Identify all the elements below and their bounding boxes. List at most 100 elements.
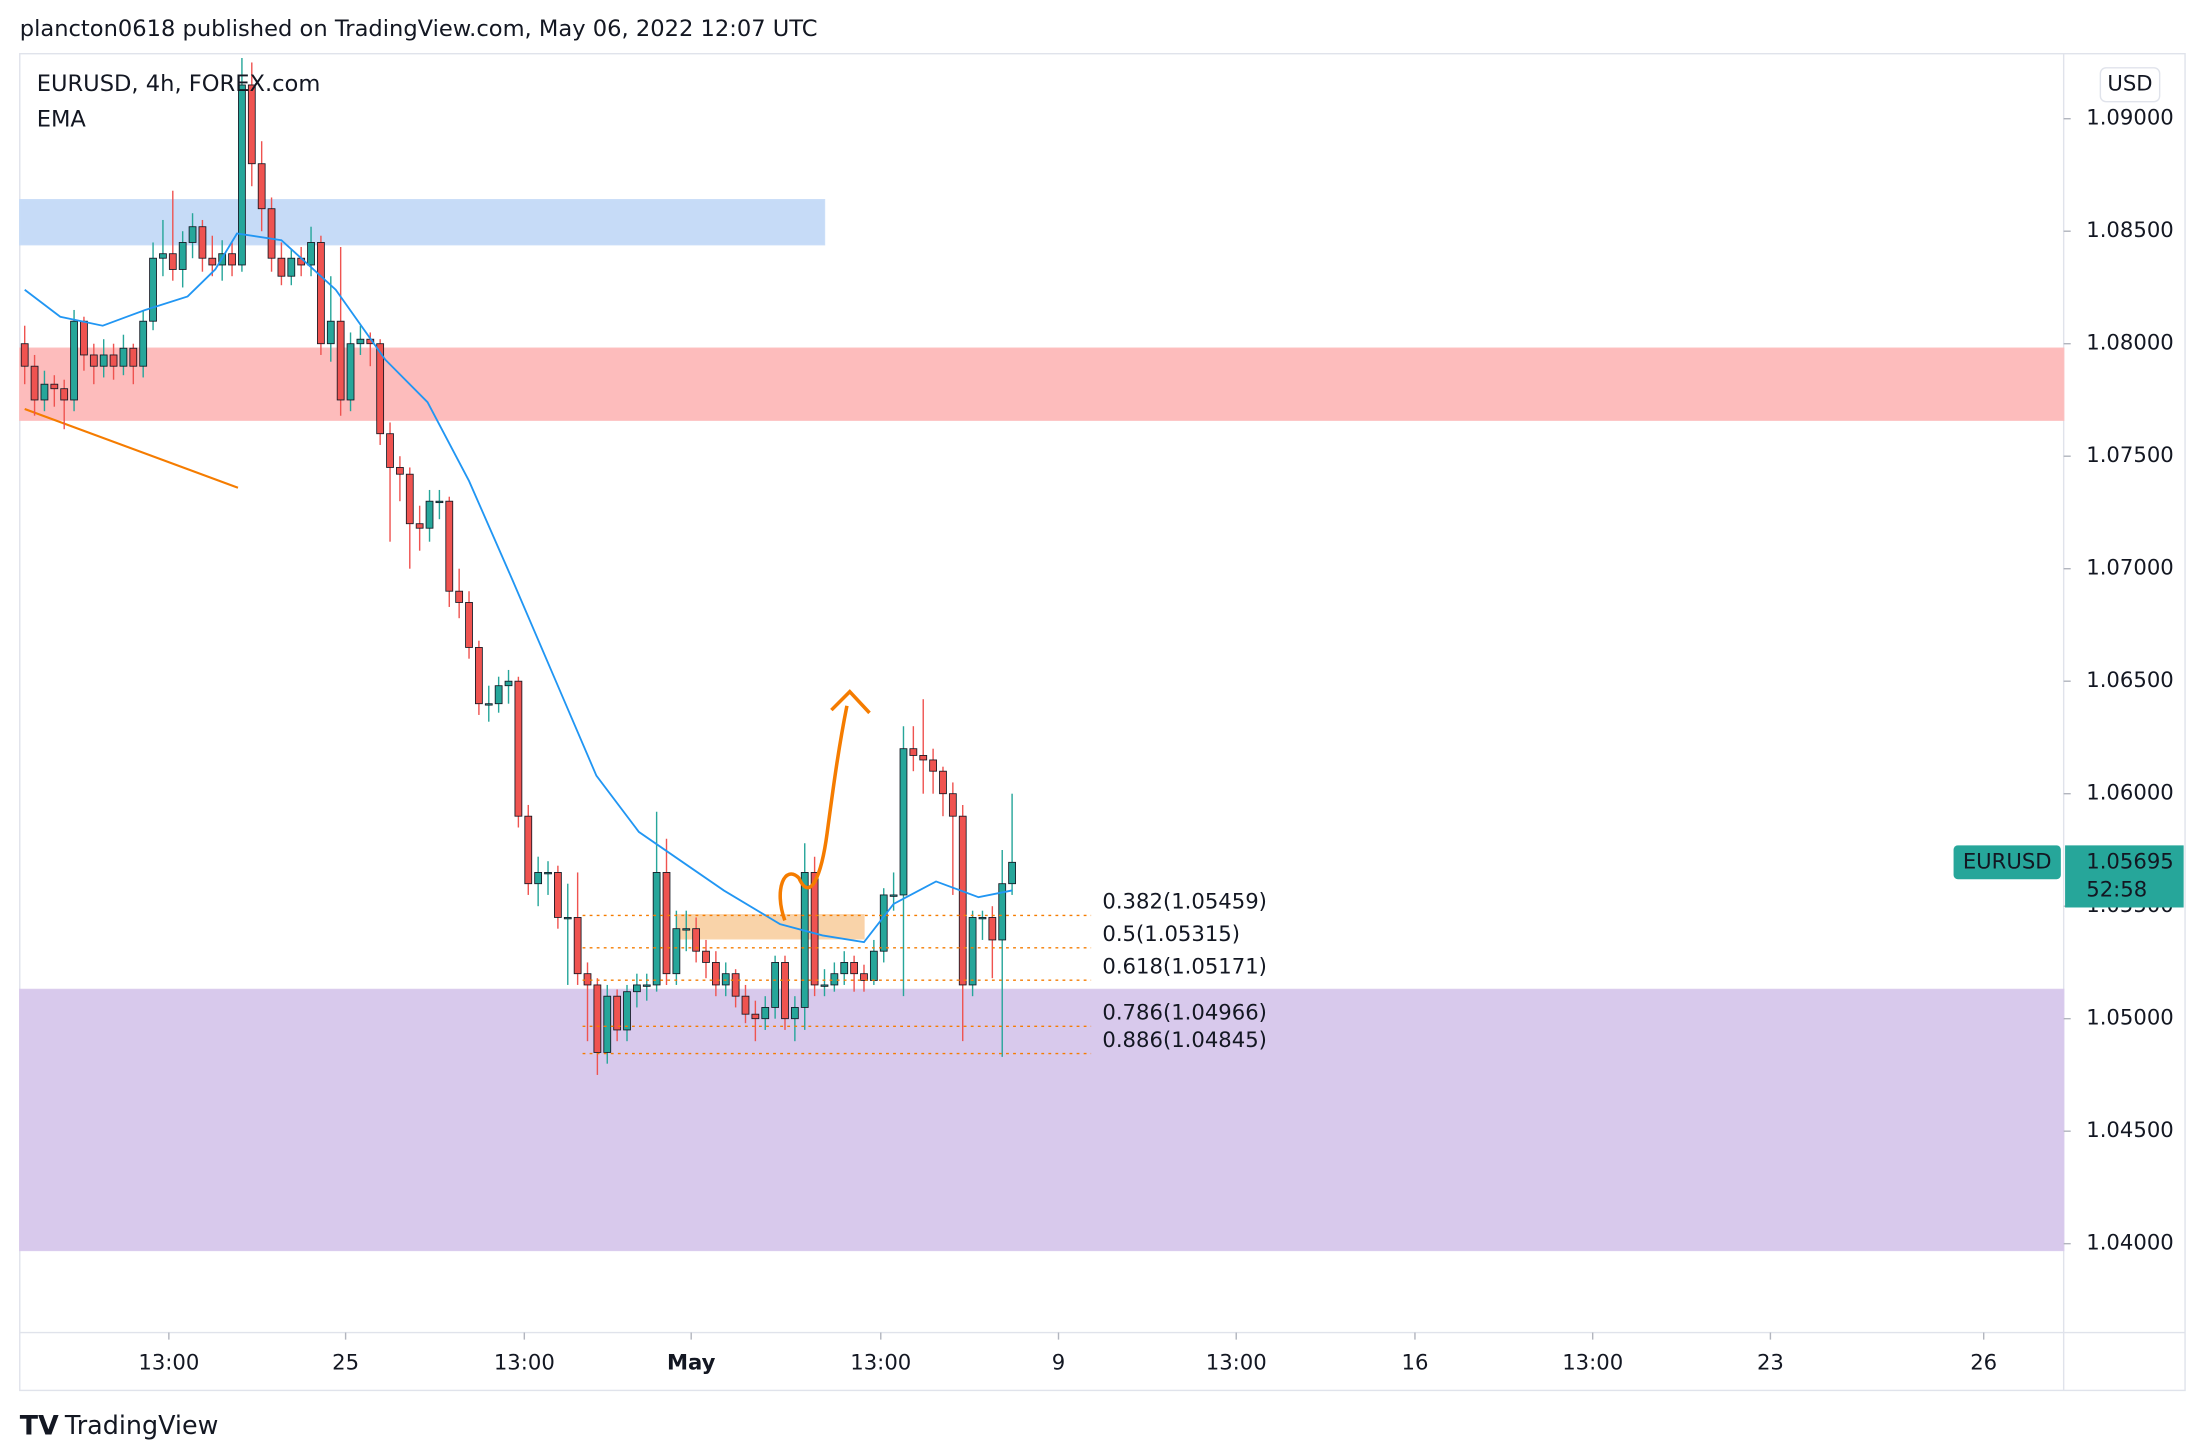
candle-body <box>396 467 404 475</box>
candle-body <box>790 1007 799 1020</box>
candle-body <box>50 383 59 390</box>
candle-body <box>869 950 878 981</box>
candle-body <box>810 872 819 986</box>
candle-body <box>326 320 335 345</box>
currency-box[interactable] <box>2099 67 2161 103</box>
candle-body <box>662 872 671 975</box>
y-tick-label: 1.06500 <box>2086 667 2174 692</box>
last-price-name: EURUSD <box>1963 848 2052 873</box>
candle-body <box>60 388 69 401</box>
candle-body <box>682 928 691 931</box>
candle-body <box>178 242 187 270</box>
candle-body <box>267 208 276 259</box>
candle-body <box>613 995 622 1031</box>
x-tick-label: 13:00 <box>850 1350 911 1375</box>
y-tick-label: 1.04000 <box>2086 1230 2174 1255</box>
candle-body <box>109 354 118 367</box>
fib-label: 0.786(1.04966) <box>1102 1000 1267 1025</box>
candle-body <box>386 433 394 468</box>
candle-body <box>188 226 197 243</box>
candle-body <box>830 973 839 986</box>
x-tick-label: 13:00 <box>1206 1350 1267 1375</box>
candle-body <box>968 917 977 986</box>
candle-body <box>850 962 858 975</box>
arrow-head <box>830 689 871 715</box>
fib-label: 0.886(1.04845) <box>1102 1027 1267 1052</box>
candle-body <box>899 748 908 896</box>
candle-body <box>149 257 157 322</box>
currency: USD <box>2107 71 2152 96</box>
candle-body <box>159 253 167 259</box>
candle-body <box>939 770 947 795</box>
candle-body <box>415 523 424 529</box>
last-price-box <box>2065 845 2184 908</box>
candle-body <box>702 950 710 963</box>
candle-body <box>929 759 937 772</box>
candle-body <box>336 320 345 401</box>
candle-body <box>346 343 355 401</box>
candle-body <box>593 984 602 1053</box>
candle-body <box>277 257 286 277</box>
candle-body <box>948 793 957 817</box>
candle-body <box>257 163 266 210</box>
trendline <box>24 407 239 489</box>
zone <box>19 988 2065 1252</box>
candle-body <box>998 883 1007 941</box>
candle-body <box>287 257 296 277</box>
candle-body <box>139 320 148 367</box>
zone <box>19 347 2065 421</box>
symbol: EURUSD, 4h, FOREX.com <box>37 71 321 97</box>
x-tick-label: 16 <box>1401 1350 1428 1375</box>
candle-body <box>475 647 483 705</box>
candle-body <box>820 984 829 987</box>
candle-body <box>741 995 750 1015</box>
candle-body <box>731 973 740 997</box>
candle-body <box>761 1007 770 1020</box>
frame <box>19 52 2186 1392</box>
candle-body <box>879 894 888 952</box>
candle-body <box>1008 861 1016 885</box>
candle-body <box>455 590 464 603</box>
candle-body <box>988 917 997 941</box>
candle-body <box>40 383 49 401</box>
candle-body <box>238 84 246 266</box>
x-tick-label: 9 <box>1052 1350 1065 1375</box>
last-price-label: 1.05695 <box>2086 848 2174 873</box>
candle-body <box>573 917 582 975</box>
candle-body <box>514 680 523 817</box>
candle-body <box>633 984 641 993</box>
candle-body <box>534 872 543 885</box>
x-tick-label: 26 <box>1970 1350 1997 1375</box>
candle-body <box>623 991 631 1031</box>
candle-body <box>781 962 789 1020</box>
y-tick-label: 1.08000 <box>2086 330 2174 355</box>
candle-body <box>771 962 779 1008</box>
candle-body <box>583 973 592 986</box>
arrow <box>778 705 849 921</box>
candle-body <box>317 242 325 345</box>
candle-body <box>721 973 730 986</box>
zone <box>19 199 826 246</box>
x-tick-label: 13:00 <box>138 1350 199 1375</box>
x-tick-label: 13:00 <box>1562 1350 1623 1375</box>
fib-label: 0.5(1.05315) <box>1102 921 1240 946</box>
fib-label: 0.618(1.05171) <box>1102 954 1267 979</box>
plot <box>19 57 2065 1252</box>
header: plancton0618 published on TradingView.co… <box>20 16 818 42</box>
candle-body <box>70 320 78 401</box>
candle-body <box>129 347 138 367</box>
y-tick-label: 1.05000 <box>2086 1005 2174 1030</box>
y-tick-label: 1.09000 <box>2086 105 2174 130</box>
candle-body <box>978 917 987 920</box>
candle-body <box>435 500 444 504</box>
candle-body <box>840 962 849 975</box>
candle-body <box>711 962 720 986</box>
candle-body <box>544 872 552 875</box>
candle-body <box>119 347 128 367</box>
candle-body <box>465 602 473 648</box>
indicator: EMA <box>37 107 87 133</box>
candle-body <box>445 500 454 592</box>
y-tick-label: 1.08500 <box>2086 217 2174 242</box>
candle-body <box>89 354 98 367</box>
candle-body <box>247 84 256 165</box>
